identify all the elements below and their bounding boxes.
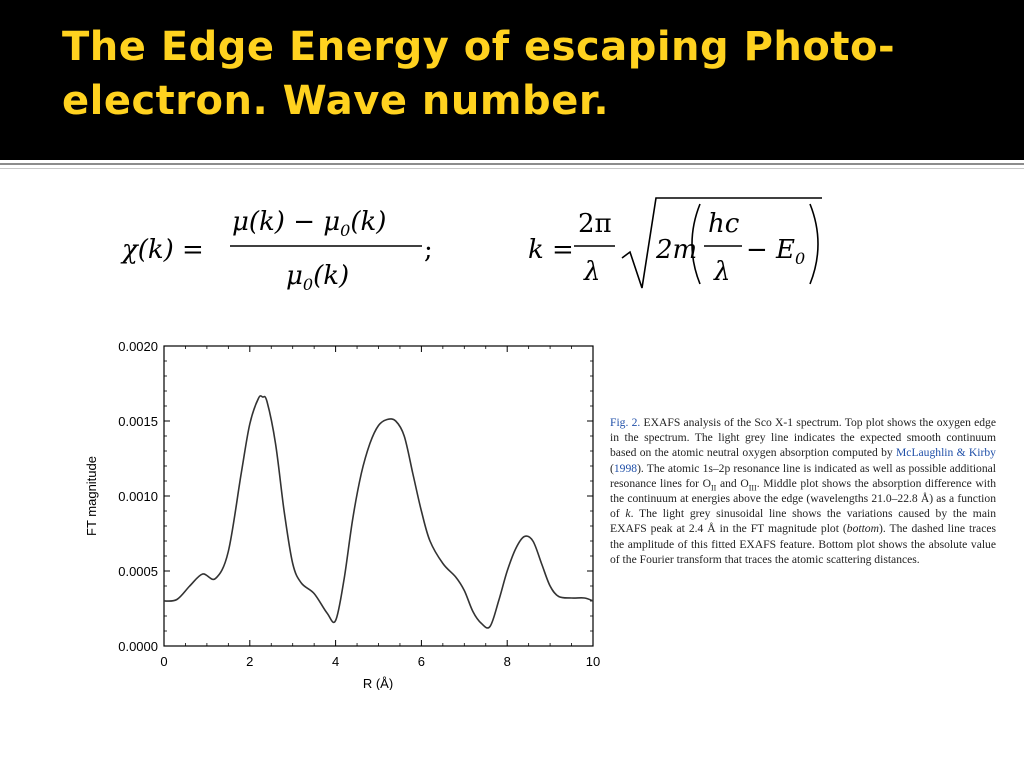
header-divider [0, 163, 1024, 165]
k-frac-den: λ [583, 257, 600, 287]
chi-denominator: μ0(k) [286, 261, 349, 294]
caption-citation-authors[interactable]: McLaughlin & Kirby [896, 446, 996, 460]
caption-text-1: EXAFS analysis of the Sco X-1 spectrum. … [610, 416, 996, 460]
caption-label: Fig. 2. [610, 416, 641, 429]
y-tick-label: 0.0000 [118, 639, 158, 654]
header-divider-thin [0, 168, 1024, 169]
y-axis-ticks: 0.0000 0.0005 0.0010 0.0015 0.0020 [118, 339, 593, 654]
caption-text-6: ). The dashed line traces the amplitude … [610, 522, 996, 566]
x-tick-label: 10 [586, 654, 600, 669]
left-paren [691, 203, 701, 285]
y-tick-label: 0.0010 [118, 489, 158, 504]
k-inner-num: hc [708, 209, 740, 239]
caption-text-2: ). The atomic 1s–2p resonance line is in… [610, 461, 996, 490]
x-tick-label: 6 [418, 654, 425, 669]
chi-numerator: μ(k) − μ0(k) [232, 207, 386, 240]
right-paren [809, 203, 819, 285]
caption-citation-open: ( [610, 461, 614, 475]
x-tick-label: 2 [246, 654, 253, 669]
y-tick-label: 0.0015 [118, 414, 158, 429]
caption-text-5: . The light grey sinusoidal line shows t… [610, 507, 996, 536]
chi-lhs: χ(k) = [120, 235, 204, 265]
x-axis-ticks: 0 2 4 6 8 10 [160, 346, 600, 669]
formula-area: χ(k) = μ(k) − μ0(k) μ0(k) ; k = 2π λ 2m … [120, 197, 822, 294]
x-tick-label: 8 [504, 654, 511, 669]
caption-citation-year[interactable]: 1998 [613, 461, 638, 475]
sqrt-sign [621, 197, 822, 289]
slide-title-line-1: The Edge Energy of escaping Photo- [62, 24, 896, 70]
k-radicand-prefix: 2m [655, 235, 697, 265]
figure-caption: Fig. 2. EXAFS analysis of the Sco X-1 sp… [610, 415, 996, 567]
caption-sub-1: II [711, 483, 717, 493]
y-tick-label: 0.0005 [118, 564, 158, 579]
chi-trailing: ; [424, 235, 433, 265]
x-tick-label: 4 [332, 654, 339, 669]
ft-magnitude-series-line [163, 395, 594, 629]
k-minus-term: − E0 [746, 235, 805, 268]
k-frac-num: 2π [578, 209, 612, 239]
x-axis-label: R (Å) [363, 676, 393, 690]
caption-text-4: . Middle plot shows the absorption diffe… [610, 476, 996, 521]
y-axis-label: FT magnitude [84, 456, 99, 536]
ft-magnitude-chart: 0 2 4 6 8 10 0.0000 0.0005 0.0010 0.0015 0.0020 R… [84, 339, 600, 690]
plot-frame [163, 345, 594, 647]
x-tick-label: 0 [160, 654, 167, 669]
k-lhs: k = [528, 235, 574, 265]
slide-title-line-2: electron. Wave number. [62, 78, 610, 124]
title-bar [0, 0, 1024, 160]
caption-sub-2: III [748, 483, 757, 493]
y-tick-label: 0.0020 [118, 339, 158, 354]
caption-text-3: and O [716, 476, 749, 490]
caption-bottom-italic: bottom [846, 522, 879, 536]
slide-title: The Edge Energy of escaping Photo- elect… [62, 20, 1002, 128]
caption-k-italic: k [625, 507, 631, 521]
k-inner-den: λ [713, 257, 730, 287]
